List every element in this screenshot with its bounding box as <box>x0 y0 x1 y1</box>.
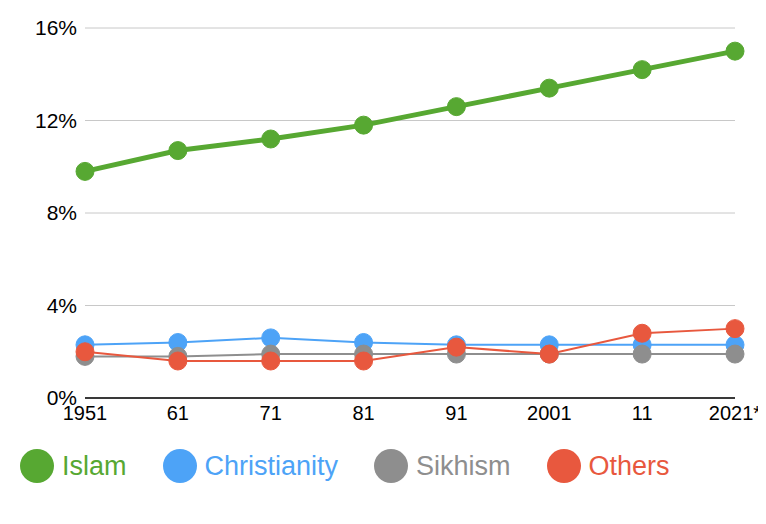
html-text:Sikhism: Sikhism <box>416 450 511 481</box>
html-text:Christianity: Christianity <box>204 450 339 481</box>
svg-text:8%: 8% <box>47 201 77 224</box>
svg-text:4%: 4% <box>47 294 77 317</box>
svg-text:0%: 0% <box>47 386 77 409</box>
svg-text:61: 61 <box>167 402 189 424</box>
svg-text:81: 81 <box>352 402 374 424</box>
svg-text:2021*: 2021* <box>709 402 758 424</box>
svg-text:11: 11 <box>632 402 653 424</box>
svg-text:12%: 12% <box>35 109 77 132</box>
svg-text:2001: 2001 <box>527 402 572 424</box>
html-text:Others: Others <box>588 450 670 481</box>
svg-text:71: 71 <box>260 402 282 424</box>
svg-text:1951: 1951 <box>62 402 108 425</box>
html-text:Islam: Islam <box>62 450 127 481</box>
svg-text:91: 91 <box>445 402 467 424</box>
svg-text:16%: 16% <box>35 16 77 39</box>
